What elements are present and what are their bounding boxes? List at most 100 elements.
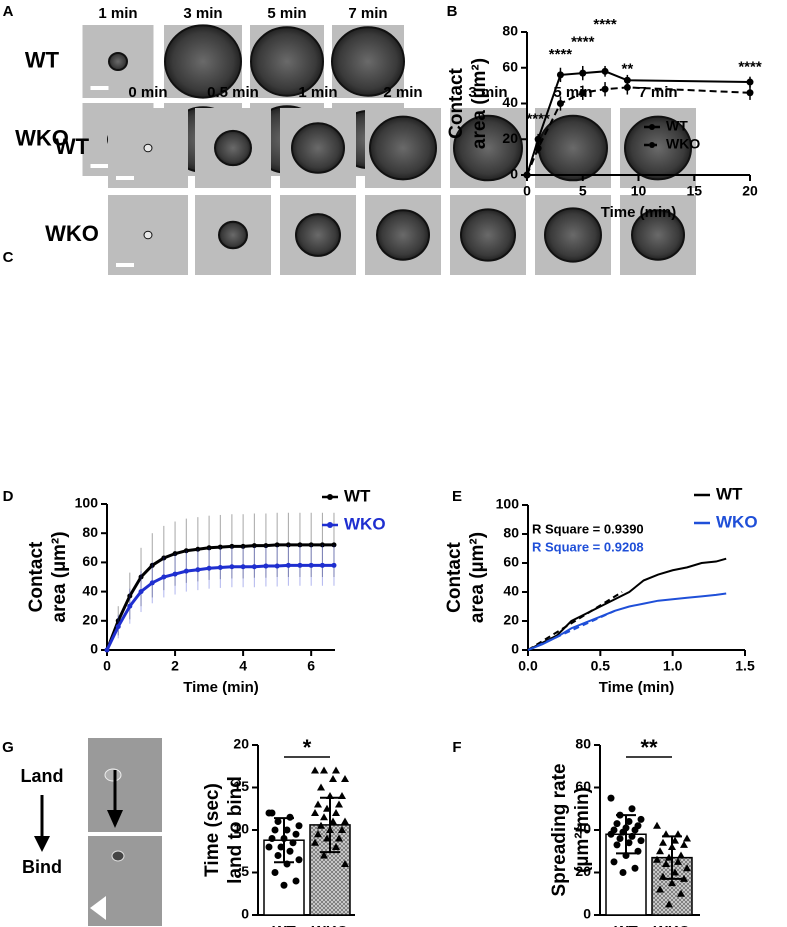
cell (624, 115, 692, 181)
x-tick-label: 1.0 (663, 658, 683, 674)
y-axis-label: Spreading rate (549, 763, 570, 896)
significance: **** (549, 46, 573, 63)
data-point (610, 858, 618, 866)
x-tick-label: 0 (523, 183, 531, 199)
data-point (320, 851, 328, 859)
data-point (601, 67, 609, 75)
data-point (195, 546, 201, 552)
x-tick-label: 1.5 (735, 658, 755, 674)
data-point (341, 860, 349, 867)
series-line (527, 557, 727, 651)
y-axis-label: (µm²/min) (572, 787, 593, 873)
data-point (280, 881, 288, 889)
x-tick-label: 5 (579, 183, 587, 199)
significance: ** (640, 735, 658, 760)
legend-label: WKO (716, 512, 758, 531)
data-point (319, 542, 325, 548)
cell (460, 208, 516, 262)
x-tick-label: 0.0 (518, 658, 538, 674)
scale-bar (116, 176, 134, 180)
pointer (90, 896, 106, 920)
data-point (628, 805, 636, 813)
fit-line (527, 591, 623, 651)
panel-letter: E (452, 488, 462, 505)
cell (143, 143, 153, 153)
y-tick-label: 80 (575, 736, 591, 752)
data-point (317, 821, 325, 829)
data-point (274, 852, 282, 859)
data-point (274, 818, 282, 825)
significance: **** (526, 111, 550, 128)
data-point (335, 834, 343, 842)
data-point (297, 562, 303, 568)
data-point (601, 85, 609, 93)
y-tick-label: 5 (241, 863, 249, 879)
data-point (335, 800, 343, 808)
data-point (311, 766, 319, 774)
data-point (183, 568, 189, 574)
data-point (183, 548, 189, 554)
data-point (653, 855, 661, 863)
panel-letter: A (3, 3, 14, 20)
data-point (138, 589, 144, 595)
data-point (161, 555, 167, 561)
data-point (263, 563, 269, 569)
data-point (628, 832, 636, 840)
data-point (338, 826, 346, 833)
data-point (607, 794, 615, 802)
legend-label: WKO (666, 136, 700, 152)
data-point (556, 71, 564, 79)
significance: * (303, 735, 312, 760)
legend-label: WT (666, 118, 688, 134)
data-point (320, 813, 328, 821)
y-tick-label: 15 (233, 778, 249, 794)
data-point (683, 864, 691, 872)
series-line (527, 592, 727, 651)
row-label: WT (55, 134, 90, 159)
x-tick-label: WKO (312, 923, 349, 927)
x-axis-label: Time (min) (601, 204, 677, 221)
cell (214, 129, 252, 167)
cell (250, 26, 324, 97)
data-point (206, 545, 212, 551)
significance: **** (571, 34, 595, 51)
data-point (285, 542, 291, 548)
data-point (665, 900, 673, 908)
data-point (314, 800, 322, 808)
cell (143, 230, 153, 240)
x-axis-label: Time (min) (183, 679, 259, 696)
column-header: 7 min (638, 84, 677, 101)
y-tick-label: 20 (82, 612, 98, 628)
data-point (625, 818, 633, 825)
y-tick-label: 40 (502, 94, 518, 110)
cell (218, 220, 248, 250)
legend-label: WT (344, 486, 371, 505)
data-point (277, 843, 285, 851)
panel-letter: D (3, 488, 14, 505)
data-point (286, 847, 294, 855)
column-header: 5 min (267, 5, 306, 22)
data-point (138, 574, 144, 580)
data-point (292, 830, 300, 838)
x-tick-label: 4 (239, 658, 247, 674)
data-point (662, 860, 670, 867)
data-point (104, 647, 110, 653)
data-point (217, 565, 223, 571)
data-point (341, 817, 349, 825)
legend-marker (649, 124, 655, 130)
data-point (172, 551, 178, 557)
y-axis-label: area (µm²) (467, 532, 488, 623)
data-point (616, 835, 624, 842)
data-point (331, 562, 337, 568)
data-point (263, 543, 269, 549)
data-point (308, 542, 314, 548)
y-tick-label: 80 (502, 23, 518, 39)
data-point (308, 562, 314, 568)
data-point (534, 144, 542, 152)
legend-marker (327, 494, 333, 500)
column-header: 7 min (348, 5, 387, 22)
column-header: 0 min (128, 84, 167, 101)
data-point (149, 562, 155, 568)
data-point (680, 874, 688, 882)
